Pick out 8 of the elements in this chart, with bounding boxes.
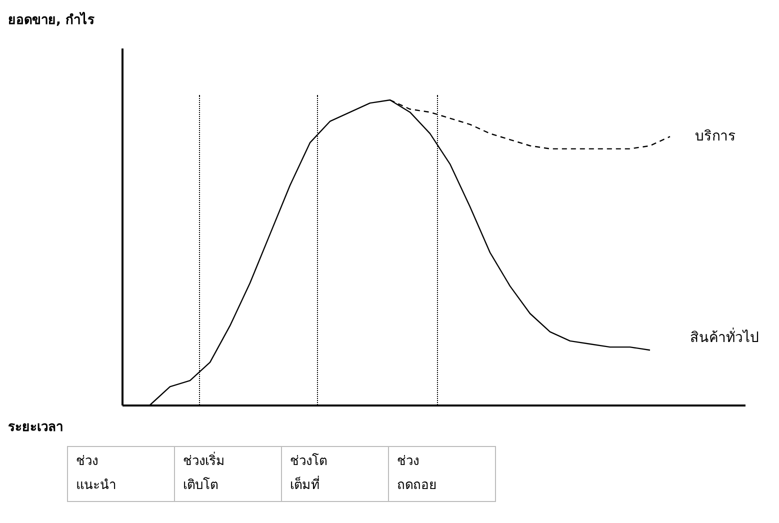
text: ระยะเวลา — [8, 419, 63, 437]
text: ยอดขาย, กำไร — [8, 10, 94, 30]
text: ช่วงโต เต็มที่ — [282, 446, 388, 502]
text: ช่วง ถดถอย — [388, 446, 496, 502]
text: สินค้าทั่วไป — [690, 328, 759, 346]
series-label: บริการ — [695, 128, 736, 145]
text: ช่วงเริ่ม เติบโต — [174, 446, 282, 502]
text: ช่วง แนะนำ — [68, 446, 174, 502]
